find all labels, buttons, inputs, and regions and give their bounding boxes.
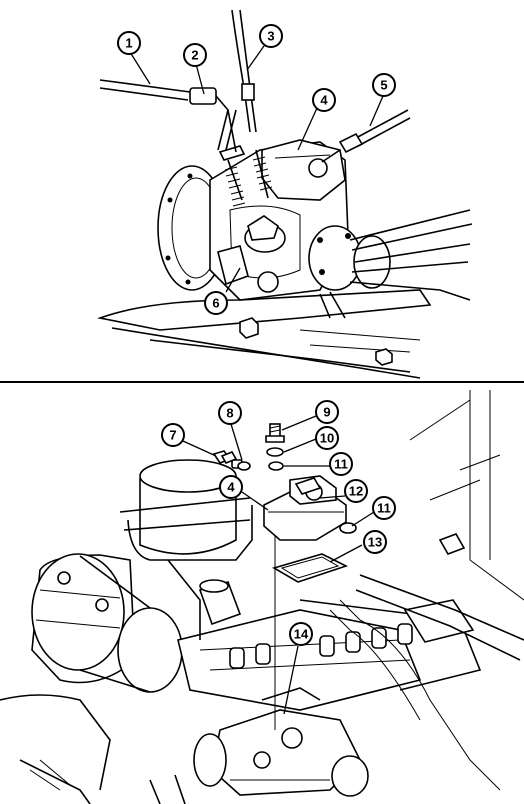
svg-text:7: 7: [169, 428, 176, 443]
top-view-pump-assembly: [97, 9, 473, 379]
callout-4-bottom: 4: [219, 475, 243, 499]
callout-11-upper: 11: [329, 452, 353, 476]
svg-text:4: 4: [227, 480, 235, 495]
callout-9: 9: [315, 400, 339, 424]
svg-text:2: 2: [191, 48, 198, 63]
top-leader-lines: [129, 45, 384, 293]
callout-10: 10: [315, 426, 339, 450]
callout-5: 5: [372, 73, 396, 97]
svg-text:11: 11: [377, 501, 391, 516]
svg-text:4: 4: [320, 93, 328, 108]
svg-text:1: 1: [125, 36, 132, 51]
svg-text:10: 10: [320, 431, 334, 446]
svg-text:8: 8: [226, 406, 233, 421]
callout-3: 3: [259, 24, 283, 48]
callout-14: 14: [289, 622, 313, 646]
exploded-parts: [212, 423, 357, 701]
callout-7: 7: [161, 423, 185, 447]
callout-6: 6: [204, 291, 228, 315]
bottom-view-engine: [0, 390, 524, 804]
svg-text:12: 12: [349, 484, 363, 499]
svg-text:3: 3: [267, 29, 274, 44]
svg-text:9: 9: [323, 405, 330, 420]
callout-2: 2: [183, 43, 207, 67]
callout-1: 1: [117, 31, 141, 55]
svg-text:5: 5: [380, 78, 387, 93]
bottom-leader-lines: [182, 415, 375, 715]
callout-12: 12: [344, 479, 368, 503]
svg-text:6: 6: [212, 296, 219, 311]
callout-4-top: 4: [312, 88, 336, 112]
callout-13: 13: [363, 530, 387, 554]
callout-11-right: 11: [372, 496, 396, 520]
callout-8: 8: [218, 401, 242, 425]
svg-text:11: 11: [334, 457, 348, 472]
svg-text:13: 13: [368, 535, 382, 550]
svg-text:14: 14: [294, 627, 309, 642]
